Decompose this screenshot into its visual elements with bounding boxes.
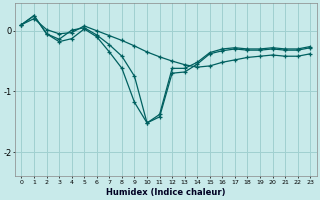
X-axis label: Humidex (Indice chaleur): Humidex (Indice chaleur)	[106, 188, 226, 197]
